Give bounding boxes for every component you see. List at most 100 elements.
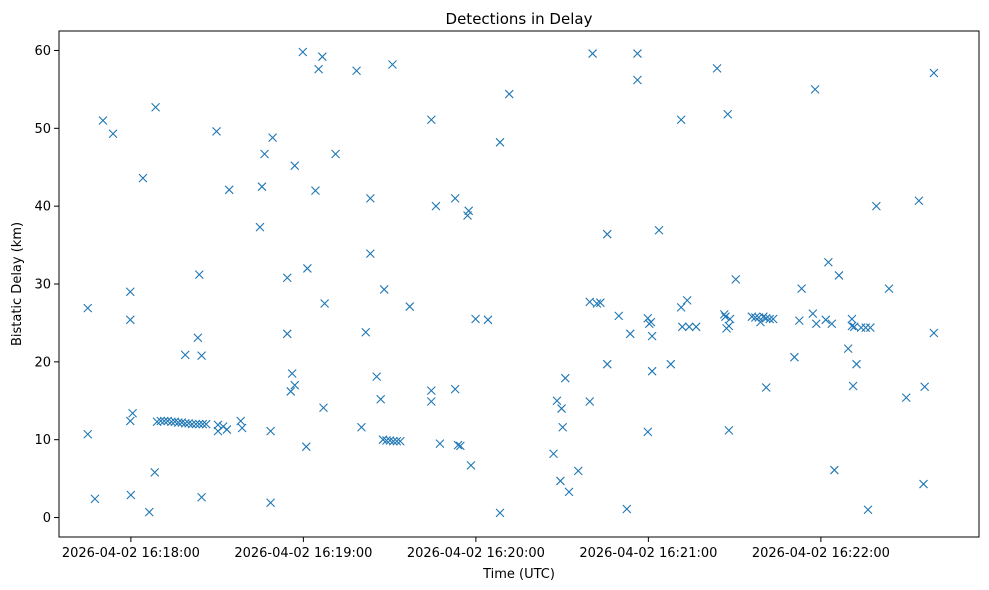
data-point [138,173,148,183]
data-point [222,425,232,434]
data-point [266,426,275,436]
data-point [643,427,653,437]
data-point [388,60,397,69]
x-tick-label: 2026-04-02 16:20:00 [407,546,545,561]
data-point [797,284,807,294]
data-point [810,84,820,94]
data-point [602,359,612,369]
data-point [834,271,844,280]
data-point [257,182,267,192]
data-point [317,52,327,62]
data-point [450,384,460,394]
data-point [286,387,296,396]
data-point [848,381,858,391]
data-point [319,403,328,413]
data-point [504,89,514,99]
data-point [212,127,221,136]
data-point [426,115,436,125]
data-point [761,383,771,392]
data-point [466,460,476,470]
data-point [731,274,741,284]
data-point [483,315,493,325]
data-point [761,313,771,323]
data-point [83,303,93,313]
data-point [676,115,686,125]
data-point [392,436,402,446]
data-point [237,423,247,433]
data-point [365,249,375,259]
y-axis-label: Bistatic Delay (km) [10,222,25,346]
data-point [385,436,395,445]
data-point [712,63,722,73]
data-point [647,366,657,376]
data-point [682,295,692,305]
data-point [191,419,201,429]
data-point [198,419,208,429]
data-point [236,416,246,426]
data-point [450,193,460,203]
data-point [852,359,861,369]
data-point [585,397,595,406]
x-tick-label: 2026-04-02 16:18:00 [62,546,200,561]
data-point [159,416,169,426]
data-point [266,498,275,508]
data-point [929,328,939,338]
data-point [914,196,924,206]
data-point [177,418,187,427]
data-point [843,344,853,354]
data-point [557,404,566,413]
data-point [556,476,565,486]
data-point [290,161,300,171]
data-point [495,137,505,147]
data-point [602,229,612,239]
y-tick-label: 30 [34,278,51,293]
data-point [213,420,223,430]
data-point [152,417,162,427]
data-point [405,302,415,311]
data-point [301,442,311,452]
data-point [719,309,729,319]
data-point [194,419,204,429]
data-point [585,297,595,307]
data-point [847,321,857,331]
data-point [352,66,361,76]
data-point [376,394,386,404]
data-point [595,298,605,308]
data-point [224,185,234,195]
y-tick-label: 60 [34,44,51,59]
data-point [163,416,173,426]
data-point [849,322,859,332]
data-point [808,309,818,318]
data-point [357,422,366,432]
data-point [827,319,837,329]
data-point [884,284,894,294]
data-point [614,311,624,321]
data-point [194,270,204,280]
data-point [108,129,118,139]
data-point [125,315,135,325]
data-point [588,49,597,58]
data-point [464,206,474,216]
y-axis: 0 10 20 30 40 50 60 [34,44,59,526]
data-point [455,441,465,451]
data-point [794,316,804,325]
data-point [395,436,405,446]
data-point [871,201,881,211]
data-point [320,299,330,308]
data-point [633,49,642,58]
data-point [287,369,297,378]
data-point [331,149,340,159]
data-point [282,329,292,339]
y-tick-label: 40 [34,200,51,215]
data-point [83,429,93,439]
data-point [654,225,664,235]
data-point [863,505,873,515]
data-point [573,466,583,476]
data-point [829,465,839,475]
x-tick-label: 2026-04-02 16:19:00 [234,546,372,561]
data-point [268,133,278,143]
data-point [549,449,558,459]
data-point [666,359,676,369]
data-point [725,314,735,324]
chart-title: Detections in Delay [446,10,593,28]
